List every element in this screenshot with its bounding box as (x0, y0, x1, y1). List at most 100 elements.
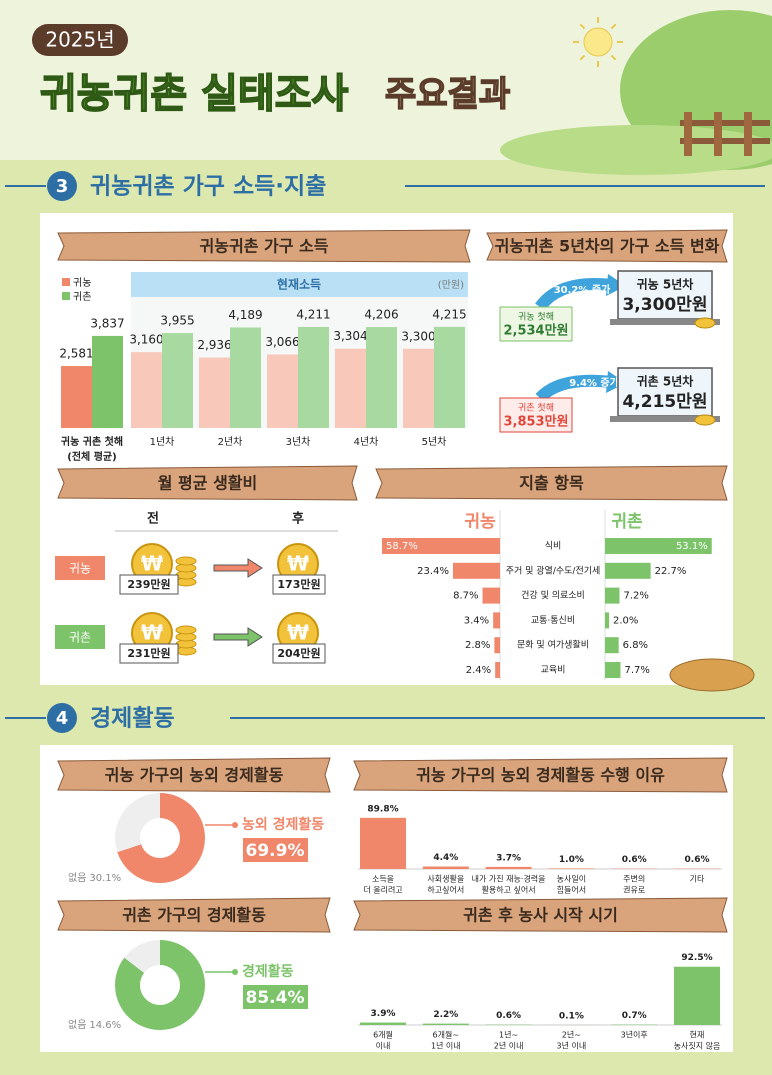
before-value: 239만원 (127, 577, 170, 591)
category-label: 농사짓지 않음 (674, 1041, 721, 1051)
fence-post (744, 112, 752, 156)
growth-arrowhead (606, 274, 626, 296)
coin-stack (694, 414, 716, 426)
value-label: 3.7% (496, 853, 521, 863)
title-banner (57, 465, 358, 501)
slice-label: 없음 14.6% (68, 1018, 121, 1031)
value-label: 3.4% (464, 615, 489, 626)
section-title: 경제활동 (90, 706, 175, 732)
section-title: 귀농귀촌 가구 소득·지출 (90, 174, 326, 200)
category-label: 소득을 (372, 875, 394, 884)
category-label: 1년~ (499, 1030, 518, 1040)
value-label: 2.4% (466, 665, 491, 676)
laptop-base (610, 416, 720, 422)
category-label: 식비 (545, 541, 562, 552)
category-label: 농사일이 (557, 874, 586, 884)
row-label-box (55, 556, 105, 580)
bar (360, 1022, 406, 1025)
bar (422, 1023, 469, 1025)
bar (495, 662, 500, 678)
value-label: 4,211 (296, 307, 330, 321)
slice-value: 69.9% (246, 841, 305, 861)
banner-title: 귀촌 가구의 경제활동 (122, 906, 266, 925)
value-label: 2,936 (197, 338, 231, 352)
end-box (617, 367, 713, 417)
start-box (499, 397, 573, 433)
fence-post (714, 112, 722, 156)
section-number: 4 (56, 708, 69, 729)
category-label: 3년이후 (621, 1030, 648, 1040)
value-label: 1.0% (559, 855, 584, 865)
basket (669, 658, 755, 692)
value-label: 4,206 (364, 308, 398, 322)
bar (605, 562, 651, 579)
category-label: 내가 가진 재능·경력을 (472, 874, 546, 884)
donut-slice (115, 793, 160, 853)
bar (230, 327, 261, 428)
bar (131, 352, 162, 428)
legend-label: 귀촌 (73, 291, 91, 303)
category-label: 6개월 (373, 1030, 393, 1040)
value-box (272, 574, 326, 595)
growth-arrow (535, 277, 613, 311)
value-label: 4.4% (433, 853, 458, 863)
bar (674, 966, 720, 1025)
callout-dot (232, 822, 238, 828)
slice-name: 없음 (68, 871, 86, 884)
bar (548, 868, 595, 869)
hill (500, 125, 772, 175)
category-label: 2년 이내 (494, 1041, 524, 1051)
value-label: 0.7% (622, 1011, 647, 1021)
title-banner (353, 757, 728, 793)
value-label: 3,955 (160, 314, 194, 328)
start-box (499, 306, 573, 342)
donut-slice (124, 940, 160, 973)
fence-post (684, 112, 692, 156)
bar (267, 354, 298, 428)
banner-title: 지출 항목 (519, 474, 584, 493)
category-label: 1년차 (150, 436, 175, 448)
value-label: 7.7% (624, 665, 649, 676)
sun-disc (583, 27, 613, 57)
bar (422, 866, 469, 869)
category-label: 건강 및 의료소비 (521, 589, 585, 601)
value-label: 2.2% (433, 1010, 458, 1020)
bar (162, 333, 193, 428)
fence-rail (680, 138, 770, 144)
category-label: 이내 (376, 1041, 391, 1051)
column-header: 후 (292, 511, 304, 527)
value-label: 3,160 (129, 333, 163, 347)
value-label: 2.8% (465, 640, 490, 651)
title-banner (375, 465, 728, 501)
bar (482, 587, 500, 604)
banner-title: 귀농귀촌 가구 소득 (200, 237, 329, 256)
slice-name: 없음 (68, 1018, 86, 1031)
donut-slice (114, 940, 205, 1030)
category-label: 주거 및 광열/수도/전기세 (506, 564, 601, 576)
bar (403, 348, 434, 428)
category-label: 5년차 (422, 436, 447, 448)
category-label: 기타 (690, 875, 705, 884)
title-banner (486, 229, 728, 263)
value-label: 23.4% (417, 566, 449, 577)
category-label: 4년차 (354, 436, 379, 448)
category-label: 귀농 귀촌 첫해 (61, 435, 123, 448)
slice-value: 14.6% (89, 1020, 121, 1031)
growth-rate: 30.2% 증가 (554, 283, 611, 296)
bar (605, 662, 621, 678)
end-label: 귀촌 5년차 (637, 374, 694, 389)
category-label: (전체 평균) (67, 450, 116, 463)
start-value: 3,853만원 (503, 414, 568, 430)
legend-swatch (62, 292, 70, 300)
coin-symbol: ₩ (141, 552, 163, 576)
fence-rail (680, 120, 770, 126)
value-label: 3,300 (401, 329, 435, 343)
category-label: 활용하고 싶어서 (482, 885, 536, 895)
bar (366, 327, 397, 428)
sun-ray (579, 23, 586, 30)
callout-dot (232, 969, 238, 975)
bar (360, 817, 406, 869)
value-label: 8.7% (453, 591, 478, 602)
value-label: 3,837 (90, 316, 124, 330)
